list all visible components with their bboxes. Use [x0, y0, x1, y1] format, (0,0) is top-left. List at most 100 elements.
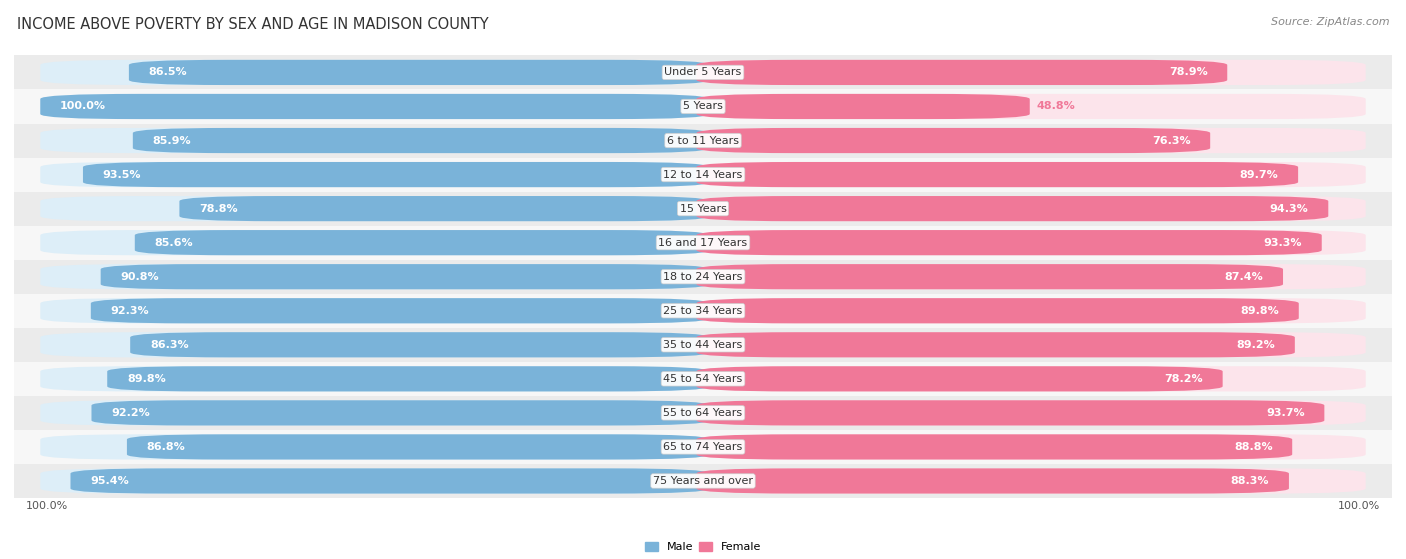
- FancyBboxPatch shape: [41, 60, 710, 85]
- FancyBboxPatch shape: [131, 332, 710, 357]
- Text: 93.7%: 93.7%: [1265, 408, 1305, 418]
- Bar: [14, 396, 1392, 430]
- Text: INCOME ABOVE POVERTY BY SEX AND AGE IN MADISON COUNTY: INCOME ABOVE POVERTY BY SEX AND AGE IN M…: [17, 17, 488, 32]
- FancyBboxPatch shape: [101, 264, 710, 290]
- FancyBboxPatch shape: [91, 298, 710, 323]
- Text: 93.5%: 93.5%: [103, 169, 141, 179]
- FancyBboxPatch shape: [696, 468, 1365, 494]
- Text: 75 Years and over: 75 Years and over: [652, 476, 754, 486]
- FancyBboxPatch shape: [696, 60, 1365, 85]
- FancyBboxPatch shape: [696, 94, 1365, 119]
- FancyBboxPatch shape: [83, 162, 710, 187]
- Text: 12 to 14 Years: 12 to 14 Years: [664, 169, 742, 179]
- FancyBboxPatch shape: [135, 230, 710, 255]
- FancyBboxPatch shape: [41, 128, 710, 153]
- Bar: [14, 328, 1392, 362]
- Text: 100.0%: 100.0%: [60, 102, 105, 111]
- FancyBboxPatch shape: [91, 400, 710, 425]
- Text: 25 to 34 Years: 25 to 34 Years: [664, 306, 742, 316]
- FancyBboxPatch shape: [696, 230, 1322, 255]
- Text: 85.9%: 85.9%: [152, 135, 191, 145]
- Text: 89.7%: 89.7%: [1240, 169, 1278, 179]
- FancyBboxPatch shape: [41, 230, 710, 255]
- FancyBboxPatch shape: [70, 468, 710, 494]
- Text: 6 to 11 Years: 6 to 11 Years: [666, 135, 740, 145]
- FancyBboxPatch shape: [696, 298, 1365, 323]
- FancyBboxPatch shape: [41, 162, 710, 187]
- FancyBboxPatch shape: [696, 332, 1295, 357]
- FancyBboxPatch shape: [696, 162, 1365, 187]
- FancyBboxPatch shape: [696, 264, 1365, 290]
- Text: 55 to 64 Years: 55 to 64 Years: [664, 408, 742, 418]
- FancyBboxPatch shape: [696, 162, 1298, 187]
- FancyBboxPatch shape: [696, 434, 1292, 459]
- Bar: [14, 362, 1392, 396]
- Text: 15 Years: 15 Years: [679, 203, 727, 214]
- Text: 89.8%: 89.8%: [127, 374, 166, 384]
- Text: 45 to 54 Years: 45 to 54 Years: [664, 374, 742, 384]
- Text: 35 to 44 Years: 35 to 44 Years: [664, 340, 742, 350]
- Text: Source: ZipAtlas.com: Source: ZipAtlas.com: [1271, 17, 1389, 27]
- Text: 18 to 24 Years: 18 to 24 Years: [664, 272, 742, 282]
- FancyBboxPatch shape: [41, 94, 710, 119]
- FancyBboxPatch shape: [41, 366, 710, 391]
- FancyBboxPatch shape: [696, 400, 1365, 425]
- Text: 78.9%: 78.9%: [1168, 68, 1208, 78]
- Text: 76.3%: 76.3%: [1152, 135, 1191, 145]
- Text: 94.3%: 94.3%: [1270, 203, 1309, 214]
- FancyBboxPatch shape: [696, 366, 1365, 391]
- Text: 89.2%: 89.2%: [1236, 340, 1275, 350]
- Legend: Male, Female: Male, Female: [640, 537, 766, 556]
- FancyBboxPatch shape: [696, 196, 1365, 221]
- FancyBboxPatch shape: [41, 332, 710, 357]
- Bar: [14, 192, 1392, 226]
- FancyBboxPatch shape: [696, 332, 1365, 357]
- Text: 88.3%: 88.3%: [1230, 476, 1270, 486]
- Text: 92.3%: 92.3%: [111, 306, 149, 316]
- Text: 89.8%: 89.8%: [1240, 306, 1279, 316]
- Text: 78.2%: 78.2%: [1164, 374, 1204, 384]
- Bar: [14, 293, 1392, 328]
- Bar: [14, 226, 1392, 260]
- FancyBboxPatch shape: [696, 230, 1365, 255]
- FancyBboxPatch shape: [41, 196, 710, 221]
- FancyBboxPatch shape: [41, 434, 710, 459]
- Bar: [14, 430, 1392, 464]
- FancyBboxPatch shape: [696, 60, 1227, 85]
- FancyBboxPatch shape: [696, 400, 1324, 425]
- Text: 100.0%: 100.0%: [1339, 501, 1381, 511]
- Bar: [14, 260, 1392, 293]
- Text: 16 and 17 Years: 16 and 17 Years: [658, 238, 748, 248]
- Text: 93.3%: 93.3%: [1264, 238, 1302, 248]
- Text: 95.4%: 95.4%: [90, 476, 129, 486]
- Bar: [14, 158, 1392, 192]
- Bar: [14, 89, 1392, 124]
- FancyBboxPatch shape: [41, 264, 710, 290]
- FancyBboxPatch shape: [41, 298, 710, 323]
- Text: 85.6%: 85.6%: [155, 238, 193, 248]
- Text: 87.4%: 87.4%: [1225, 272, 1264, 282]
- FancyBboxPatch shape: [696, 128, 1211, 153]
- FancyBboxPatch shape: [696, 434, 1365, 459]
- Text: Under 5 Years: Under 5 Years: [665, 68, 741, 78]
- Text: 86.3%: 86.3%: [150, 340, 188, 350]
- Text: 92.2%: 92.2%: [111, 408, 150, 418]
- Text: 86.5%: 86.5%: [149, 68, 187, 78]
- FancyBboxPatch shape: [132, 128, 710, 153]
- FancyBboxPatch shape: [129, 60, 710, 85]
- Bar: [14, 55, 1392, 89]
- FancyBboxPatch shape: [41, 468, 710, 494]
- Bar: [14, 124, 1392, 158]
- FancyBboxPatch shape: [696, 264, 1284, 290]
- FancyBboxPatch shape: [41, 400, 710, 425]
- FancyBboxPatch shape: [696, 94, 1029, 119]
- Text: 48.8%: 48.8%: [1036, 102, 1076, 111]
- Text: 86.8%: 86.8%: [146, 442, 186, 452]
- Text: 78.8%: 78.8%: [200, 203, 238, 214]
- Text: 90.8%: 90.8%: [121, 272, 159, 282]
- Text: 65 to 74 Years: 65 to 74 Years: [664, 442, 742, 452]
- FancyBboxPatch shape: [107, 366, 710, 391]
- FancyBboxPatch shape: [41, 94, 710, 119]
- FancyBboxPatch shape: [696, 298, 1299, 323]
- FancyBboxPatch shape: [127, 434, 710, 459]
